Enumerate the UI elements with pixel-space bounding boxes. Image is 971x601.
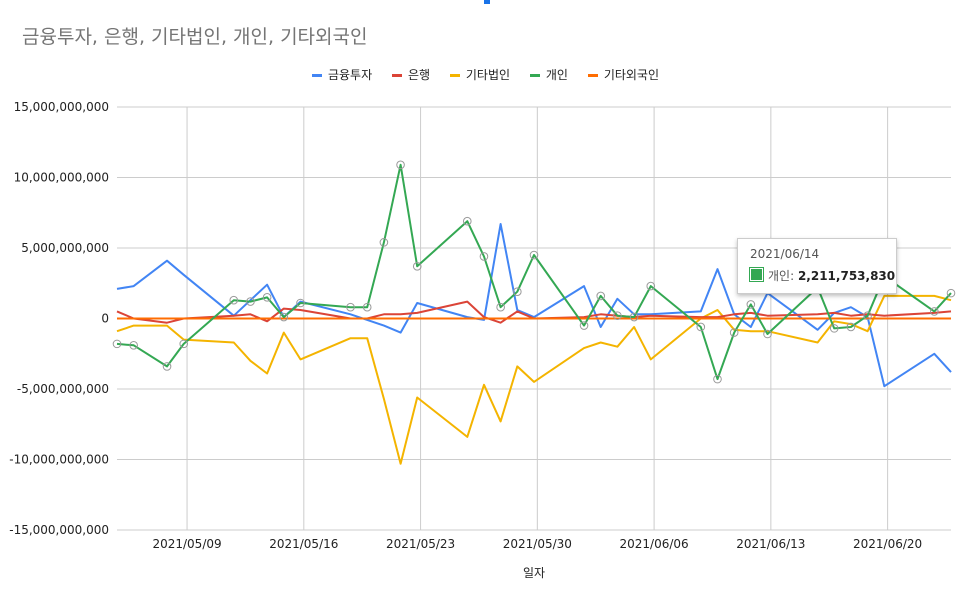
x-axis: 2021/05/09 2021/05/16 2021/05/23 2021/05/30…: [152, 537, 922, 551]
series-line-0: [116, 223, 952, 388]
legend: 금융투자 은행 기타법인 개인 기타외국인: [0, 66, 971, 83]
tooltip-colon: :: [790, 269, 798, 283]
tooltip-series: 개인: [768, 269, 791, 283]
legend-swatch-4: [587, 74, 598, 77]
data-point[interactable]: [696, 322, 706, 332]
data-point[interactable]: [729, 328, 739, 337]
x-tick-label: 2021/05/16: [269, 537, 338, 551]
series-points: [112, 160, 956, 384]
data-point[interactable]: [412, 262, 422, 271]
data-point[interactable]: [829, 324, 839, 333]
y-tick-label: 5,000,000,000: [21, 241, 109, 255]
legend-swatch-0: [311, 74, 322, 77]
tooltip-value: 2,211,753,830: [797, 269, 896, 283]
legend-item-1[interactable]: 은행: [391, 66, 431, 83]
data-point[interactable]: [529, 250, 539, 260]
y-tick-label: 10,000,000,000: [14, 171, 109, 185]
tooltip: 2021/06/14 개인: 2,211,753,830: [737, 238, 897, 294]
tooltip-date: 2021/06/14: [750, 247, 820, 261]
tooltip-swatch: [749, 267, 764, 282]
data-point[interactable]: [162, 362, 172, 371]
data-point[interactable]: [746, 300, 756, 309]
x-tick-label: 2021/06/06: [620, 537, 689, 551]
y-tick-label: 15,000,000,000: [14, 100, 109, 114]
data-point[interactable]: [396, 160, 405, 170]
data-point[interactable]: [629, 312, 639, 322]
legend-label-3: 개인: [545, 68, 568, 82]
data-point[interactable]: [112, 339, 122, 349]
data-point[interactable]: [763, 329, 772, 339]
data-point[interactable]: [863, 311, 872, 320]
series-line-3: [116, 163, 952, 381]
data-point[interactable]: [646, 281, 656, 291]
series-line-2: [116, 294, 952, 465]
series-lines: [116, 163, 952, 465]
data-point[interactable]: [379, 238, 389, 247]
y-tick-label: -15,000,000,000: [9, 523, 109, 537]
data-point[interactable]: [846, 322, 856, 332]
x-tick-label: 2021/06/13: [736, 537, 805, 551]
legend-swatch-1: [391, 74, 402, 77]
data-point[interactable]: [713, 374, 722, 384]
data-point[interactable]: [462, 216, 472, 226]
data-point[interactable]: [613, 311, 622, 320]
data-point[interactable]: [296, 298, 305, 308]
legend-item-4[interactable]: 기타외국인: [587, 66, 660, 83]
data-point[interactable]: [129, 340, 138, 350]
legend-label-0: 금융투자: [327, 68, 373, 82]
chart-title: 금융투자, 은행, 기타법인, 개인, 기타외국인: [22, 26, 368, 48]
y-axis: 15,000,000,000 10,000,000,000 5,000,000,00…: [9, 100, 109, 537]
data-point[interactable]: [262, 293, 272, 302]
y-tick-label: 0: [101, 312, 109, 326]
data-point[interactable]: [346, 302, 355, 312]
legend-item-3[interactable]: 개인: [529, 66, 568, 83]
series-line-1: [116, 300, 952, 324]
legend-label-4: 기타외국인: [603, 68, 660, 82]
data-point[interactable]: [946, 288, 956, 298]
legend-swatch-2: [449, 74, 460, 77]
data-point[interactable]: [496, 302, 505, 312]
x-tick-label: 2021/06/20: [853, 537, 922, 551]
legend-item-0[interactable]: 금융투자: [311, 66, 373, 83]
data-point[interactable]: [279, 312, 289, 322]
data-point[interactable]: [179, 339, 189, 349]
legend-swatch-3: [529, 74, 540, 77]
y-tick-label: -5,000,000,000: [17, 382, 109, 396]
top-marker: [484, 0, 490, 4]
x-tick-label: 2021/05/09: [152, 537, 221, 551]
data-point[interactable]: [513, 287, 522, 297]
data-point[interactable]: [479, 252, 489, 261]
data-point[interactable]: [229, 295, 239, 305]
tooltip-row: 개인: 2,211,753,830: [749, 267, 896, 284]
x-tick-label: 2021/05/23: [386, 537, 455, 551]
data-point[interactable]: [246, 297, 255, 306]
data-point[interactable]: [579, 321, 589, 330]
y-tick-label: -10,000,000,000: [9, 453, 109, 467]
x-axis-label: 일자: [523, 566, 545, 580]
legend-item-2[interactable]: 기타법인: [449, 66, 511, 83]
legend-label-1: 은행: [407, 68, 431, 82]
legend-label-2: 기타법인: [465, 68, 511, 82]
data-point[interactable]: [930, 307, 939, 316]
x-tick-label: 2021/05/30: [503, 537, 572, 551]
data-point[interactable]: [362, 302, 372, 312]
data-point[interactable]: [596, 291, 606, 301]
